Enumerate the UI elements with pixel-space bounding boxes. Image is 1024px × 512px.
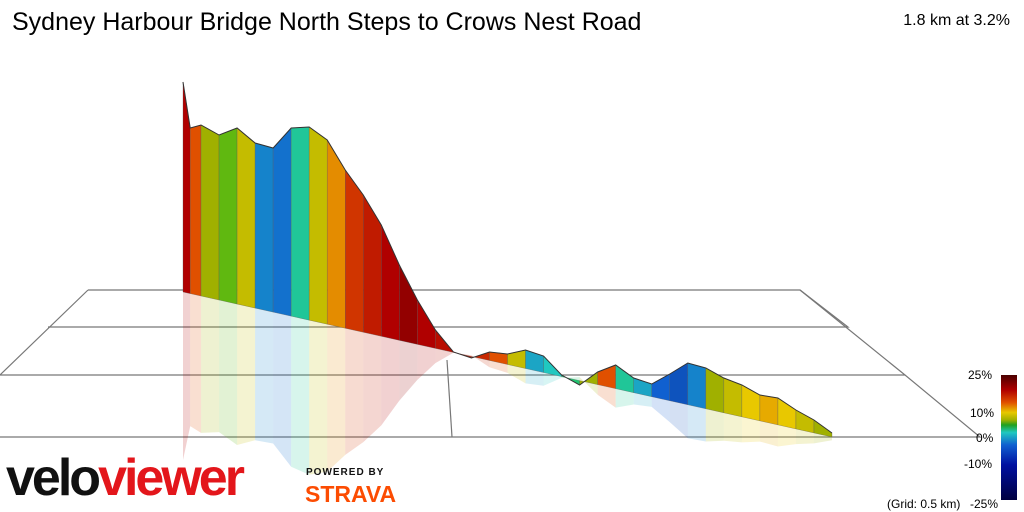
grid-scale-note: (Grid: 0.5 km) (887, 497, 961, 511)
gradient-segment (759, 394, 779, 426)
gradient-segment (669, 362, 688, 405)
profile-reflection (183, 292, 832, 475)
reflection-segment (471, 355, 490, 368)
gradient-segment (777, 397, 797, 430)
reflection-segment (669, 400, 688, 439)
gradient-segment (417, 299, 436, 349)
reflection-segment (687, 404, 706, 442)
grid-outer-frame (0, 374, 982, 438)
gradient-segment (363, 194, 382, 337)
grid-right-edge (799, 289, 906, 376)
gradient-segment (651, 373, 670, 401)
reflection-segment (219, 300, 238, 445)
gradient-segment (200, 124, 220, 301)
gradient-segment (615, 364, 634, 393)
reflection-segment (183, 292, 191, 460)
reflection-segment (633, 392, 652, 407)
gradient-segment (309, 126, 328, 325)
gradient-segment (254, 142, 274, 313)
gradient-segment (345, 169, 364, 333)
reflection-segment (723, 412, 742, 443)
reflection-segment (561, 376, 580, 381)
route-summary: 1.8 km at 3.2% (903, 12, 1010, 29)
reflection-segment (705, 408, 724, 442)
legend-label-25: 25% (968, 368, 993, 382)
gradient-segment (399, 264, 418, 345)
reflection-segment (345, 328, 364, 455)
reflection-segment (237, 304, 256, 445)
chart-title: Sydney Harbour Bridge North Steps to Cro… (12, 8, 642, 36)
gradient-segment (327, 139, 346, 329)
reflection-segment (453, 352, 472, 357)
reflection-segment (435, 348, 454, 364)
reflection-segment (507, 364, 526, 384)
reflection-segment (543, 372, 562, 386)
grid-left-edge (0, 289, 89, 376)
reflection-segment (273, 312, 292, 467)
reflection-segment (813, 432, 832, 444)
reflection-segment (190, 293, 202, 433)
reflection-segment (777, 424, 796, 447)
reflection-segment (417, 344, 436, 380)
gradient-bars (182, 81, 833, 438)
gradient-segment (272, 127, 292, 317)
grid-back-frame (48, 289, 850, 328)
reflection-segment (579, 377, 598, 395)
reflection-segment (489, 360, 508, 373)
reflection-segment (795, 428, 814, 445)
reflection-segment (363, 332, 382, 443)
gradient-segment (381, 224, 400, 341)
strava-logo: STRAVA (305, 481, 397, 507)
gradient-segment (190, 124, 202, 297)
reflection-segment (759, 420, 778, 447)
gradient-segment (291, 126, 310, 321)
reflection-segment (399, 340, 418, 401)
reflection-segment (597, 384, 616, 408)
reflection-segment (525, 368, 544, 386)
reflection-segment (615, 388, 634, 408)
reflection-segment (255, 308, 274, 444)
gradient-segment (236, 127, 256, 309)
gradient-segment (687, 362, 706, 409)
grid-mid-line (446, 359, 453, 438)
gradient-legend-bar (1001, 375, 1017, 500)
reflection-segment (201, 296, 220, 433)
gradient-segment (218, 127, 238, 305)
powered-by-label: POWERED BY (306, 467, 385, 478)
gradient-segment (795, 409, 815, 434)
gradient-segment (182, 81, 191, 294)
reflection-segment (309, 320, 328, 475)
reflection-segment (291, 316, 310, 475)
reflection-segment (381, 336, 400, 426)
legend-label-minus25: -25% (970, 497, 999, 511)
veloviewer-logo: veloviewer (6, 449, 245, 507)
reflection-segment (327, 324, 346, 472)
reflection-segment (741, 416, 760, 443)
reflection-segment (651, 396, 670, 423)
legend-label-0: 0% (976, 431, 994, 445)
legend-label-minus10: -10% (964, 457, 993, 471)
profile-outline (182, 81, 833, 434)
ground-grid (0, 289, 982, 438)
legend-label-10: 10% (970, 406, 995, 420)
